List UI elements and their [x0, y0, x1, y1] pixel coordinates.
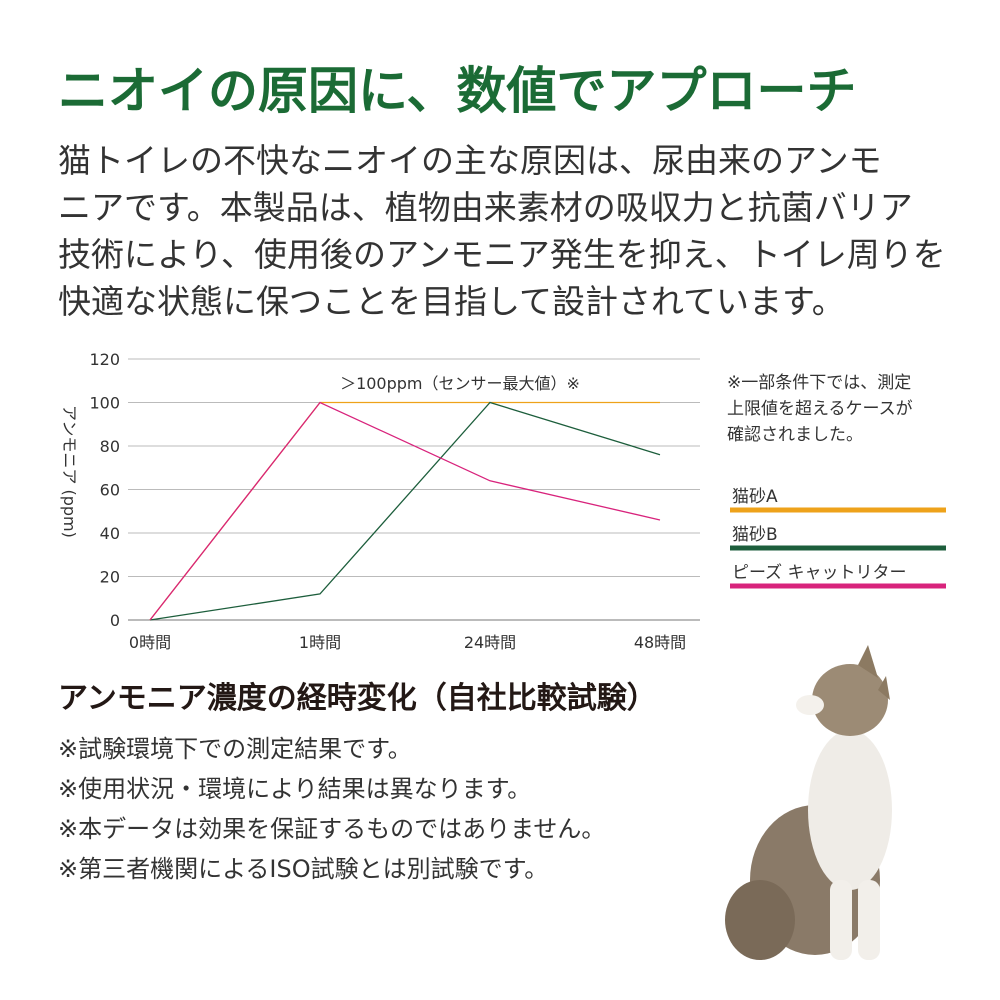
- legend-label: 猫砂A: [732, 487, 778, 507]
- cat-photo: [725, 645, 892, 960]
- legend-label: ピーズ キャットリター: [732, 563, 907, 583]
- side-note: 上限値を超えるケースが: [727, 399, 913, 419]
- intro-line: ニアです。本製品は、植物由来素材の吸収力と抗菌バリア: [58, 188, 913, 227]
- x-tick-label: 48時間: [634, 633, 686, 652]
- y-tick-label: 60: [100, 481, 120, 500]
- series-line: [149, 401, 661, 621]
- footnote: ※第三者機関によるISO試験とは別試験です。: [58, 855, 548, 883]
- footnote: ※使用状況・環境により結果は異なります。: [58, 775, 531, 803]
- page-title: ニオイの原因に、数値でアプローチ: [58, 62, 857, 120]
- y-tick-label: 100: [89, 394, 120, 413]
- side-note: ※一部条件下では、測定: [727, 373, 911, 393]
- y-tick-label: 120: [89, 350, 120, 369]
- y-tick-label: 20: [100, 568, 120, 587]
- y-axis-label: アンモニア (ppm): [60, 405, 79, 538]
- x-tick-label: 24時間: [464, 633, 516, 652]
- series-line: [149, 401, 661, 621]
- y-tick-label: 0: [110, 611, 120, 630]
- legend-label: 猫砂B: [732, 525, 778, 545]
- series-line: [149, 401, 660, 621]
- footnote: ※本データは効果を保証するものではありません。: [58, 815, 605, 843]
- intro-line: 技術により、使用後のアンモニア発生を抑え、トイレ周りを: [58, 235, 946, 274]
- intro-line: 猫トイレの不快なニオイの主な原因は、尿由来のアンモ: [58, 141, 882, 180]
- x-tick-label: 0時間: [129, 633, 171, 652]
- annotation: ＞100ppm（センサー最大値）※: [340, 374, 580, 393]
- intro-line: 快適な状態に保つことを目指して設計されています。: [58, 282, 845, 321]
- footnote: ※試験環境下での測定結果です。: [58, 735, 412, 763]
- side-note: 確認されました。: [727, 425, 863, 445]
- x-tick-label: 1時間: [299, 633, 341, 652]
- y-tick-label: 40: [100, 524, 120, 543]
- section-title: アンモニア濃度の経時変化（自社比較試験）: [58, 681, 657, 716]
- y-tick-label: 80: [100, 437, 120, 456]
